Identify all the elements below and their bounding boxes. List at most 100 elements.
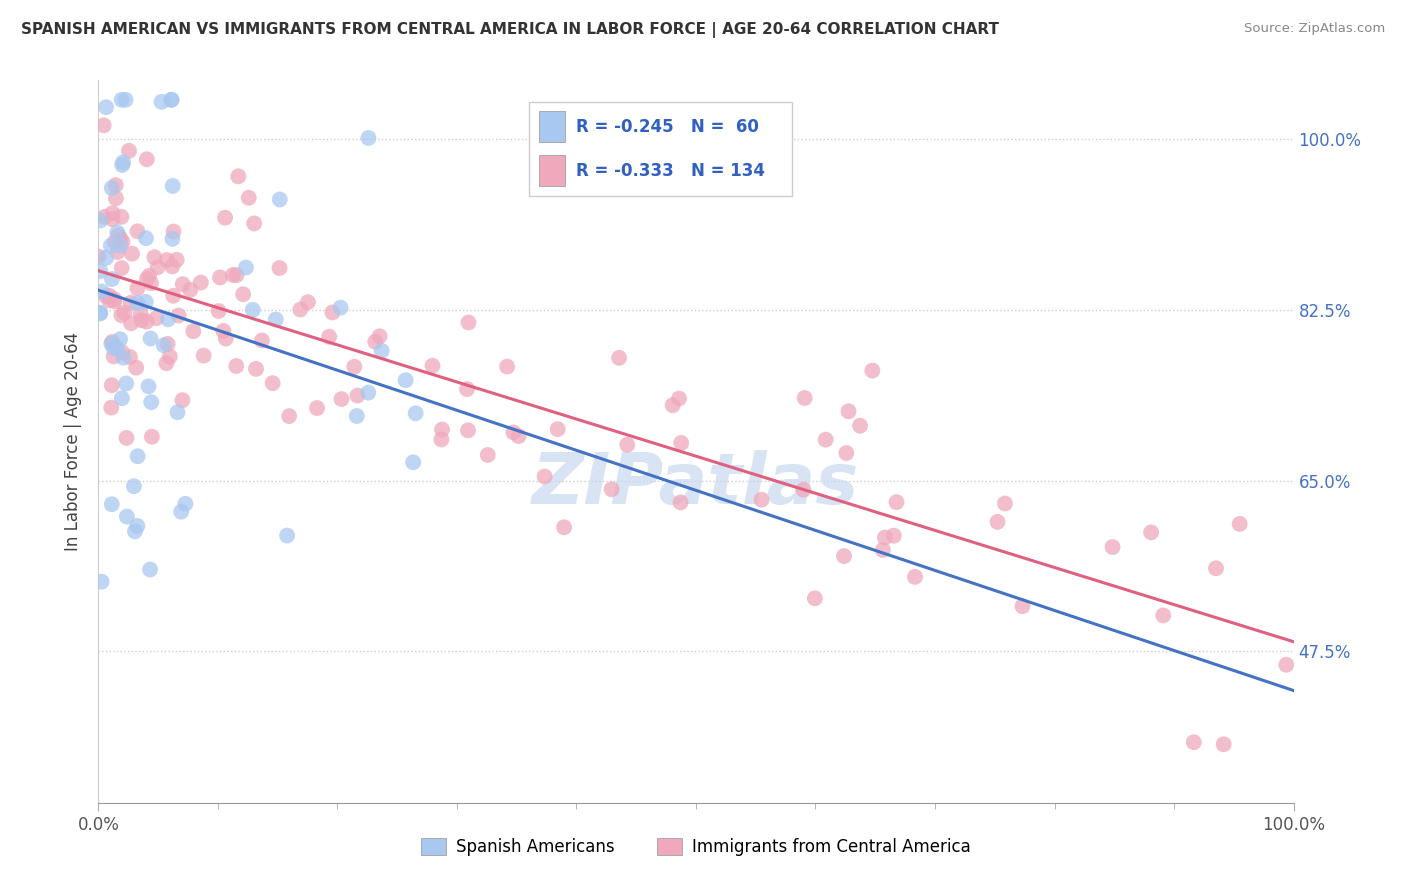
Point <box>250 334 273 348</box>
Text: SPANISH AMERICAN VS IMMIGRANTS FROM CENTRAL AMERICA IN LABOR FORCE | AGE 20-64 C: SPANISH AMERICAN VS IMMIGRANTS FROM CENT… <box>21 22 1000 38</box>
Point <box>160 93 183 107</box>
Point <box>245 362 267 376</box>
Point <box>269 261 291 276</box>
Point <box>100 181 122 195</box>
Point <box>395 373 418 387</box>
Point <box>94 251 117 265</box>
Point <box>547 422 569 436</box>
Point <box>162 260 184 274</box>
Point <box>170 505 193 519</box>
Point <box>457 423 479 437</box>
Point <box>835 446 858 460</box>
Point <box>174 497 197 511</box>
Point <box>118 350 141 364</box>
Legend: Spanish Americans, Immigrants from Central America: Spanish Americans, Immigrants from Centr… <box>415 831 977 863</box>
Point <box>121 246 143 260</box>
Point <box>370 343 392 358</box>
Point <box>156 337 179 351</box>
Text: ZIPatlas: ZIPatlas <box>533 450 859 519</box>
Point <box>264 312 287 326</box>
Point <box>101 272 124 286</box>
Point <box>172 393 194 408</box>
Point <box>89 264 111 278</box>
Point <box>136 272 159 286</box>
Point <box>93 119 115 133</box>
Point <box>104 191 127 205</box>
Point <box>162 178 184 193</box>
Point <box>159 350 181 364</box>
Point <box>138 379 160 393</box>
Point <box>141 430 163 444</box>
Point <box>190 276 212 290</box>
Point <box>135 294 157 309</box>
Point <box>318 330 340 344</box>
Point <box>112 305 135 319</box>
Point <box>668 392 690 406</box>
Point <box>456 382 478 396</box>
Point <box>111 345 134 359</box>
Point <box>225 359 247 373</box>
Point <box>671 436 693 450</box>
Point <box>166 405 188 419</box>
Point <box>108 332 131 346</box>
Point <box>330 392 353 406</box>
Point <box>215 331 238 345</box>
Point <box>849 418 872 433</box>
Point <box>1140 525 1163 540</box>
Point <box>242 302 264 317</box>
Point <box>364 334 387 349</box>
Point <box>222 268 245 282</box>
Point <box>107 228 129 243</box>
Point <box>127 449 149 463</box>
Point <box>120 316 142 330</box>
Point <box>262 376 284 391</box>
Point <box>150 95 173 109</box>
Point <box>101 212 124 227</box>
Point <box>873 531 896 545</box>
Point <box>111 261 134 276</box>
Point <box>405 406 427 420</box>
Text: Source: ZipAtlas.com: Source: ZipAtlas.com <box>1244 22 1385 36</box>
Point <box>153 338 176 352</box>
Point <box>430 423 453 437</box>
Point <box>103 350 125 364</box>
Point <box>115 509 138 524</box>
Point <box>751 492 773 507</box>
Point <box>122 479 145 493</box>
Point <box>105 226 128 240</box>
Point <box>111 93 134 107</box>
Point <box>1101 540 1123 554</box>
Point <box>98 289 121 303</box>
Point <box>430 433 453 447</box>
Point <box>1229 516 1251 531</box>
Point <box>1182 735 1205 749</box>
Point <box>232 287 254 301</box>
Point <box>329 301 352 315</box>
Point <box>243 216 266 230</box>
Point <box>212 324 235 338</box>
Point <box>98 293 121 308</box>
Point <box>160 93 183 107</box>
Point <box>167 309 190 323</box>
Point <box>90 285 112 299</box>
Point <box>135 315 157 329</box>
Point <box>225 268 247 282</box>
Point <box>883 529 905 543</box>
Point <box>139 276 162 290</box>
Point <box>111 158 134 172</box>
Point <box>111 391 134 405</box>
Point <box>457 316 479 330</box>
Point <box>143 250 166 264</box>
Point <box>94 100 117 114</box>
Point <box>346 409 368 423</box>
Point <box>139 562 162 576</box>
Point <box>107 245 129 260</box>
Point <box>87 250 110 264</box>
Point <box>111 235 134 249</box>
Point <box>166 252 188 267</box>
Point <box>278 409 301 423</box>
Point <box>127 281 149 295</box>
Point <box>155 356 177 370</box>
Point <box>115 376 138 391</box>
Point <box>103 293 125 307</box>
